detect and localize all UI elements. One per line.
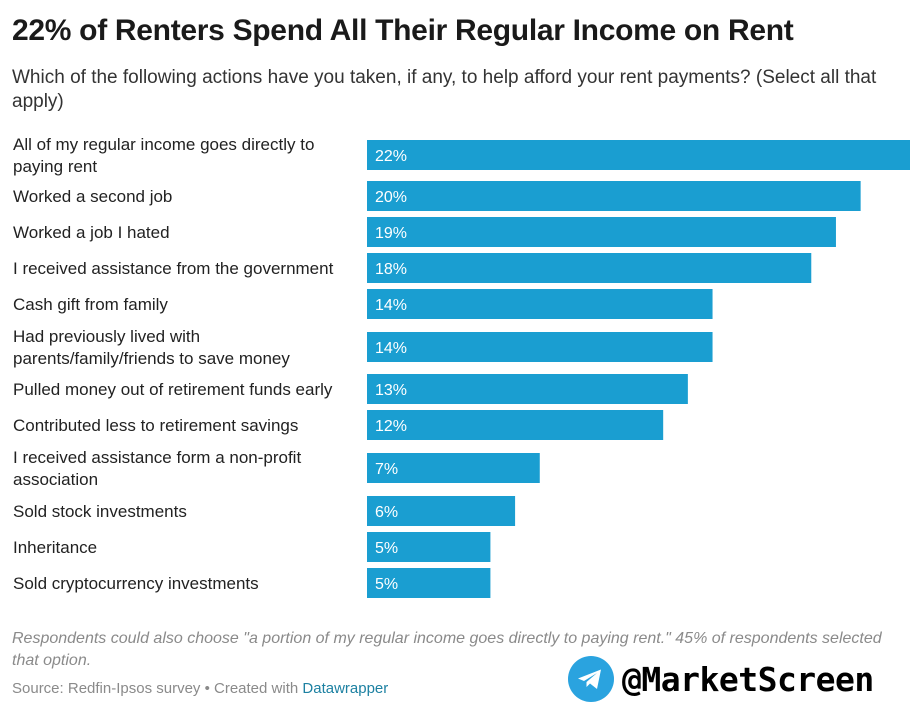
bar — [367, 140, 910, 170]
category-label: Worked a second job — [13, 187, 172, 206]
category-label: Had previously lived with parents/family/… — [13, 327, 290, 368]
category-label: I received assistance from the governmen… — [13, 259, 334, 278]
bar-value-label: 20% — [375, 189, 407, 206]
bar-value-label: 22% — [375, 148, 407, 165]
bar-value-label: 19% — [375, 225, 407, 242]
category-label: Worked a job I hated — [13, 223, 170, 242]
source-line: Source: Redfin-Ipsos survey • Created wi… — [12, 680, 388, 697]
bar-chart: 22% All of my regular income goes directl… — [13, 135, 910, 598]
bar-value-label: 14% — [375, 297, 407, 314]
category-label: Contributed less to retirement savings — [13, 416, 298, 435]
category-label: Cash gift from family — [13, 295, 168, 314]
telegram-icon — [568, 656, 614, 702]
bar-value-label: 5% — [375, 576, 398, 593]
category-label: Inheritance — [13, 538, 97, 557]
bar — [367, 496, 516, 526]
source-text: Source: Redfin-Ipsos survey • Created wi… — [12, 680, 303, 697]
bar — [367, 253, 812, 283]
bar-value-label: 18% — [375, 261, 407, 278]
category-label: All of my regular income goes directly t… — [13, 135, 314, 176]
bar — [367, 410, 664, 440]
bar — [367, 532, 491, 562]
category-label: I received assistance form a non-profit a… — [13, 448, 301, 489]
brand-watermark: @MarketScreen — [568, 654, 874, 704]
bar — [367, 568, 491, 598]
bar — [367, 289, 713, 319]
bar — [367, 181, 861, 211]
bar-value-label: 13% — [375, 382, 407, 399]
category-label: Pulled money out of retirement funds ear… — [13, 380, 333, 399]
category-label: Sold stock investments — [13, 502, 187, 521]
bar-value-label: 12% — [375, 418, 407, 435]
chart-title: 22% of Renters Spend All Their Regular I… — [12, 14, 794, 47]
chart-note: Respondents could also choose "a portion… — [12, 630, 882, 669]
bar — [367, 453, 540, 483]
bar-value-label: 5% — [375, 540, 398, 557]
bar-value-label: 6% — [375, 504, 398, 521]
chart-subtitle: Which of the following actions have you … — [12, 67, 877, 112]
brand-handle: @MarketScreen — [622, 659, 874, 699]
bar — [367, 217, 836, 247]
bar — [367, 332, 713, 362]
bar — [367, 374, 688, 404]
bar-value-label: 14% — [375, 340, 407, 357]
bar-value-label: 7% — [375, 461, 398, 478]
datawrapper-link[interactable]: Datawrapper — [302, 680, 389, 697]
category-label: Sold cryptocurrency investments — [13, 574, 259, 593]
